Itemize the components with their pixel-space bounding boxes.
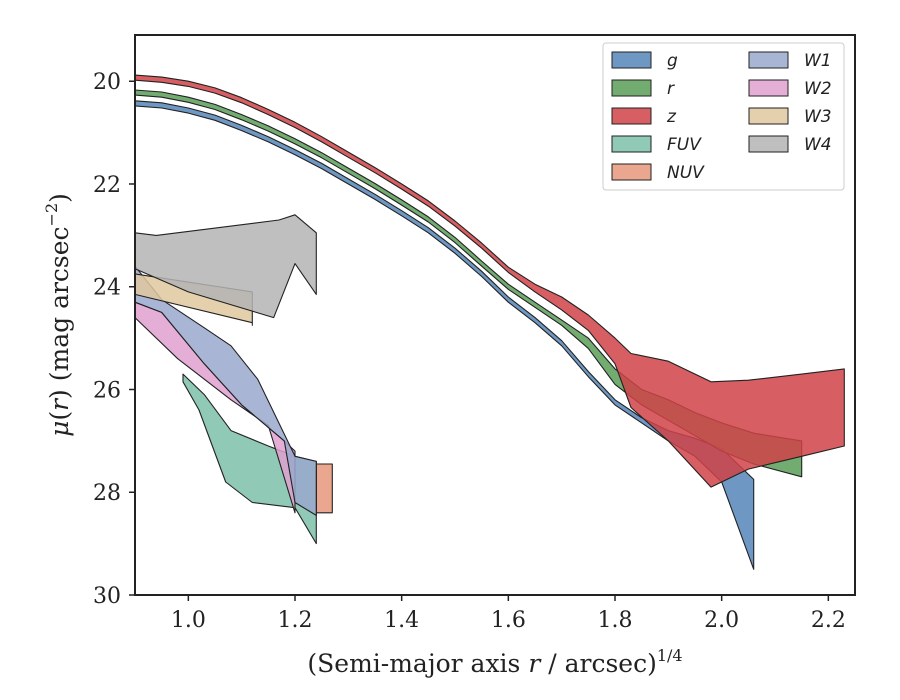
legend-swatch-w4 — [748, 135, 789, 153]
y-tick-label: 24 — [93, 276, 121, 301]
legend-swatch-w2 — [748, 79, 789, 97]
y-tick-label: 26 — [93, 378, 121, 403]
x-tick-label: 1.2 — [278, 608, 313, 633]
x-axis-title: (Semi-major axis r / arcsec)1/4 — [307, 646, 682, 678]
plot-frame — [134, 34, 856, 596]
x-tick-label: 1.6 — [491, 608, 526, 633]
legend-label-w2: W2 — [804, 79, 832, 99]
legend-label-g: g — [667, 51, 678, 71]
band-z — [134, 74, 845, 488]
y-tick-label: 28 — [93, 481, 121, 506]
legend-swatch-g — [611, 51, 652, 69]
legend-label-w1: W1 — [804, 51, 832, 71]
band-w4 — [134, 214, 317, 319]
band-fuv — [182, 373, 317, 545]
legend-swatch-z — [611, 107, 652, 125]
x-axis-ticks: 1.0 1.2 1.4 1.6 1.8 2.0 2.2 — [171, 595, 846, 633]
x-tick-label: 1.8 — [598, 608, 633, 633]
y-tick-label: 22 — [93, 173, 121, 198]
legend-swatch-w1 — [748, 51, 789, 69]
x-tick-label: 2.0 — [704, 608, 739, 633]
legend-label-z: z — [666, 107, 677, 127]
legend-label-w3: W3 — [804, 107, 832, 127]
profile-bands — [134, 74, 845, 570]
y-tick-label: 30 — [93, 584, 121, 609]
x-tick-label: 1.4 — [384, 608, 419, 633]
legend: grz FUV NUV W1 W2 W3 W4 — [602, 42, 845, 191]
band-g — [134, 100, 755, 570]
legend-label-w4: W4 — [804, 135, 832, 155]
band-w1 — [134, 265, 317, 516]
x-tick-label: 1.0 — [171, 608, 206, 633]
y-axis-ticks: 20 22 24 26 28 30 — [93, 70, 135, 609]
legend-label-r: r — [667, 79, 675, 99]
x-tick-label: 2.2 — [811, 608, 846, 633]
band-nuv — [315, 463, 333, 514]
y-axis-title: μ(r) (mag arcsec−2) — [42, 193, 74, 437]
legend-swatch-r — [611, 79, 652, 97]
legend-swatch-w3 — [748, 107, 789, 125]
legend-swatch-fuv — [611, 135, 652, 153]
legend-swatch-nuv — [611, 163, 652, 181]
legend-label-nuv: NUV — [667, 163, 705, 183]
y-tick-label: 20 — [93, 70, 121, 95]
legend-label-fuv: FUV — [667, 135, 702, 155]
